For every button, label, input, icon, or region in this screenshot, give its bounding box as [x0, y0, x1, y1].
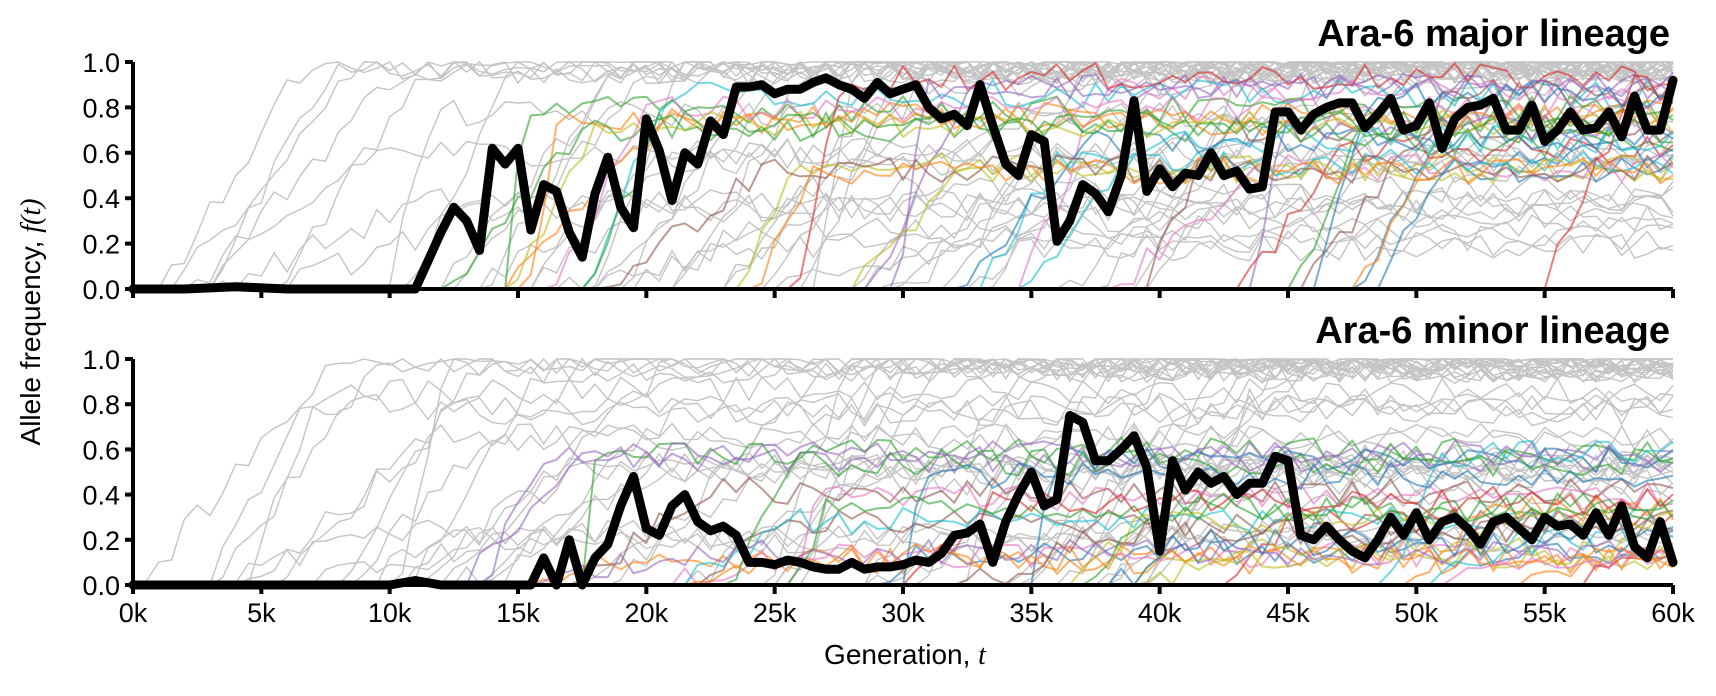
background-trajectory-line	[133, 519, 1674, 586]
panel-title-minor: Ara-6 minor lineage	[1315, 310, 1670, 352]
background-trajectory-line	[133, 422, 1674, 586]
panel-title-major: Ara-6 major lineage	[1317, 13, 1670, 55]
y-tick-label: 0.2	[82, 230, 120, 260]
y-tick-label: 0.4	[82, 481, 120, 511]
axes-major: 0.0 0.2 0.4 0.6 0.8 1.0	[82, 48, 1675, 305]
y-tick-label: 0.8	[82, 93, 120, 123]
panel-minor-lineage: Ara-6 minor lineage 0.0 0.2 0.4 0.6 0.8 1.0 0k…	[82, 310, 1695, 628]
x-tick-label: 15k	[496, 598, 540, 628]
x-tick-label: 25k	[753, 598, 797, 628]
background-trajectory-line	[133, 187, 1674, 290]
axes-minor: 0.0 0.2 0.4 0.6 0.8 1.0 0k 5k 10k 15k 20k 25k 30k 35k…	[82, 345, 1695, 628]
x-tick-label: 60k	[1651, 598, 1695, 628]
x-tick-label: 20k	[625, 598, 669, 628]
highlight-series-line	[128, 411, 1678, 590]
background-trajectory-line	[133, 182, 1674, 290]
x-tick-label: 40k	[1138, 598, 1182, 628]
background-trajectory-line	[133, 525, 1674, 586]
background-trajectory-line	[133, 375, 1674, 586]
y-tick-label: 0.6	[82, 435, 120, 465]
y-axis-title: Allele frequency, f(t)	[15, 199, 47, 446]
highlight-series-line	[128, 73, 1678, 294]
background-trajectory-line	[133, 392, 1674, 586]
highlight-trajectory	[128, 73, 1678, 294]
y-tick-label: 0.0	[82, 571, 120, 601]
background-trajectory-line	[133, 421, 1674, 586]
x-tick-label: 30k	[881, 598, 925, 628]
x-tick-label: 35k	[1010, 598, 1054, 628]
y-tick-label: 1.0	[82, 48, 120, 78]
background-trajectory-line	[133, 193, 1674, 290]
x-tick-label: 0k	[119, 598, 148, 628]
y-tick-label: 0.4	[82, 184, 120, 214]
y-tick-label: 1.0	[82, 345, 120, 375]
highlight-trajectory	[128, 411, 1678, 590]
y-tick-label: 0.6	[82, 139, 120, 169]
x-tick-label: 10k	[368, 598, 412, 628]
x-axis-title: Generation, t	[824, 639, 987, 671]
background-trajectory-line	[133, 230, 1674, 290]
x-tick-label: 5k	[247, 598, 276, 628]
background-trajectory-line	[133, 525, 1674, 586]
y-tick-label: 0.0	[82, 275, 120, 305]
x-tick-label: 45k	[1266, 598, 1310, 628]
x-tick-label: 55k	[1523, 598, 1567, 628]
background-trajectory-line	[133, 233, 1674, 290]
y-tick-label: 0.8	[82, 390, 120, 420]
x-tick-label: 50k	[1395, 598, 1439, 628]
y-tick-label: 0.2	[82, 526, 120, 556]
panel-major-lineage: Ara-6 major lineage 0.0 0.2 0.4 0.6 0.8 1.0	[82, 13, 1678, 305]
